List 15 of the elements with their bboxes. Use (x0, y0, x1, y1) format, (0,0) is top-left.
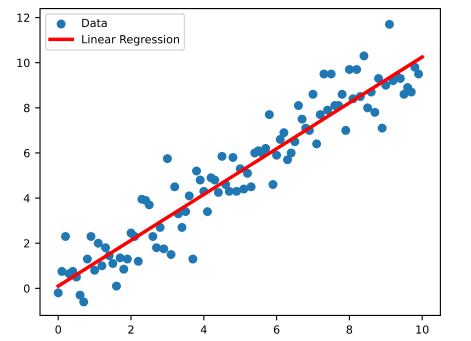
x-tick-label: 2 (128, 325, 134, 334)
y-tick-label: 2 (24, 239, 30, 248)
legend-label: Linear Regression (82, 34, 180, 46)
x-tick-label: 4 (200, 325, 207, 334)
legend-label: Data (82, 18, 107, 28)
y-tick-label: 6 (24, 148, 30, 158)
y-tick-label: 0 (24, 284, 30, 293)
x-tick-label: 6 (274, 325, 280, 334)
y-tick-label: 8 (24, 104, 30, 112)
x-tick-label: 8 (346, 325, 352, 334)
y-tick-label: 10 (17, 58, 30, 68)
y-tick-label: 4 (24, 194, 30, 202)
x-tick-label: 10 (416, 325, 429, 334)
x-tick-label: 0 (55, 325, 62, 334)
y-tick-label: 12 (17, 14, 30, 22)
